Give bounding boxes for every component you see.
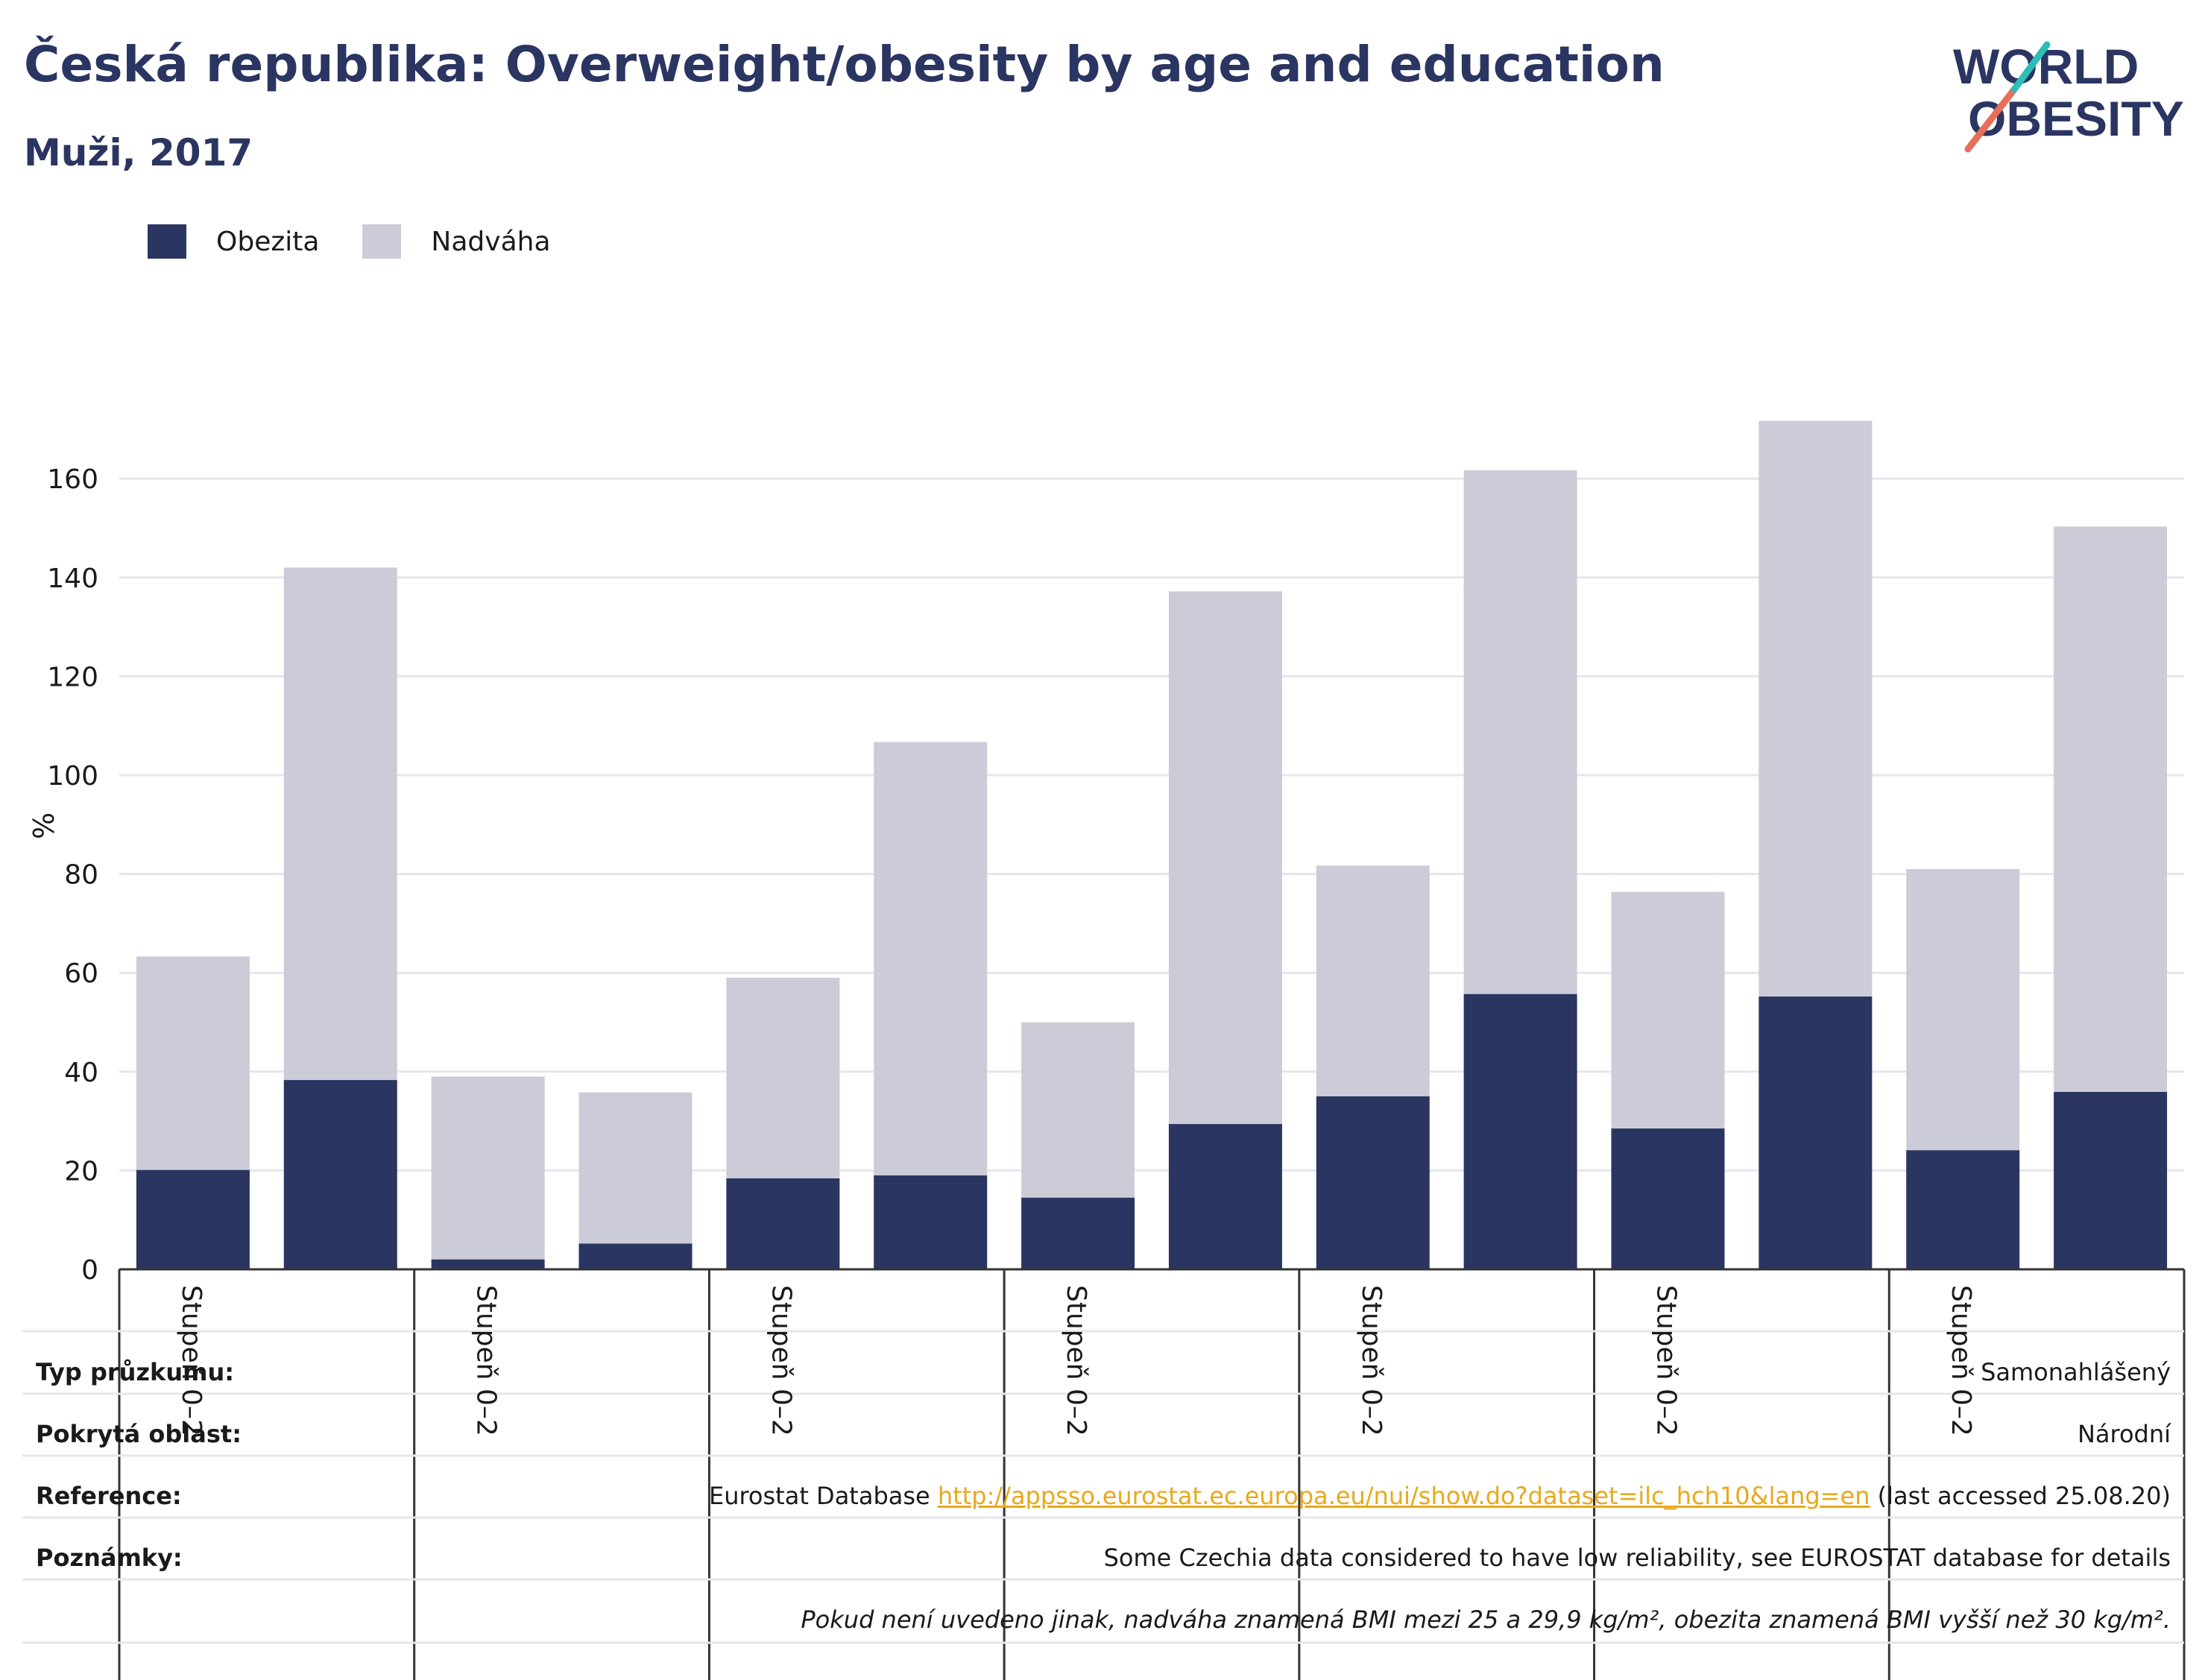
reference-prefix: Eurostat Database — [708, 1482, 938, 1510]
bar-obesity — [1168, 1124, 1282, 1269]
bar-obesity — [578, 1243, 693, 1269]
bar-overweight — [2054, 526, 2168, 1092]
bar-obesity — [874, 1175, 988, 1269]
info-value: Pokud není uvedeno jinak, nadváha znamen… — [801, 1605, 2171, 1634]
info-value: Eurostat Database http://appsso.eurostat… — [709, 1482, 2171, 1510]
info-value: Some Czechia data considered to have low… — [1103, 1544, 2171, 1572]
logo-slash-teal — [2010, 41, 2051, 93]
bar-overweight — [431, 1076, 545, 1260]
bar-overweight — [1906, 868, 2020, 1151]
info-row-survey-type: Typ průzkumu: Samonahlášený — [22, 1342, 2184, 1401]
x-tick-label: Stupeň 0–2 — [1651, 1285, 1682, 1436]
legend-item-obesity[interactable]: Obezita — [148, 224, 319, 259]
legend: Obezita Nadváha — [148, 222, 594, 261]
world-obesity-logo: WORLD OBESITY — [1953, 39, 2184, 153]
info-label: Reference: — [36, 1482, 182, 1510]
bar-obesity — [726, 1178, 840, 1269]
legend-item-overweight[interactable]: Nadváha — [362, 224, 551, 259]
bar-obesity — [1316, 1096, 1430, 1269]
reference-suffix: (last accessed 25.08.20) — [1870, 1482, 2171, 1510]
legend-swatch-overweight — [362, 224, 402, 259]
bar-overweight — [136, 956, 250, 1170]
bar-obesity — [136, 1169, 250, 1269]
x-tick-label: Stupeň 0–2 — [1946, 1285, 1976, 1436]
reference-link[interactable]: http://appsso.eurostat.ec.europa.eu/nui/… — [937, 1482, 1870, 1510]
bar-overweight — [1463, 470, 1577, 994]
legend-swatch-obesity — [148, 224, 186, 259]
chart-title: Česká republika: Overweight/obesity by a… — [24, 36, 1665, 93]
bar-overweight — [1168, 591, 1282, 1125]
x-tick-label: Stupeň 0–2 — [471, 1285, 502, 1436]
info-label: Typ průzkumu: — [36, 1358, 235, 1386]
x-tick-label: Stupeň 0–2 — [176, 1285, 206, 1436]
y-tick-label: 100 — [47, 761, 98, 792]
logo-slash-coral — [1964, 86, 2018, 153]
info-row-notes: Poznámky: Some Czechia data considered t… — [22, 1527, 2184, 1587]
legend-label-obesity: Obezita — [216, 226, 320, 257]
y-axis-label: % — [28, 812, 60, 839]
bar-obesity — [1611, 1128, 1725, 1269]
bar-overweight — [1611, 891, 1725, 1129]
bar-overweight — [1758, 420, 1873, 997]
info-label: Pokrytá oblast: — [36, 1420, 242, 1448]
y-tick-label: 40 — [64, 1058, 98, 1088]
bar-overweight — [874, 742, 988, 1176]
y-tick-label: 20 — [64, 1156, 98, 1187]
y-tick-label: 160 — [47, 464, 98, 495]
y-tick-label: 140 — [47, 563, 98, 594]
bar-obesity — [431, 1259, 545, 1269]
bar-overweight — [726, 977, 840, 1179]
bar-obesity — [1758, 997, 1873, 1269]
x-tick-label: Stupeň 0–2 — [1356, 1285, 1387, 1436]
info-row-reference: Reference: Eurostat Database http://apps… — [22, 1465, 2184, 1525]
y-tick-label: 80 — [64, 860, 98, 891]
bar-obesity — [1021, 1197, 1135, 1269]
bar-overweight — [283, 567, 397, 1081]
bar-obesity — [283, 1080, 397, 1269]
info-label: Poznámky: — [36, 1544, 183, 1572]
bar-overweight — [578, 1092, 693, 1244]
info-row-area: Pokrytá oblast: Národní — [22, 1403, 2184, 1463]
legend-label-overweight: Nadváha — [431, 226, 551, 257]
y-tick-label: 0 — [81, 1255, 98, 1286]
bar-obesity — [2054, 1091, 2168, 1269]
x-tick-label: Stupeň 0–2 — [1061, 1285, 1091, 1436]
y-tick-label: 120 — [47, 662, 98, 692]
x-tick-label: Stupeň 0–2 — [766, 1285, 796, 1436]
bar-obesity — [1463, 994, 1577, 1269]
bar-overweight — [1021, 1022, 1135, 1198]
chart-subtitle: Muži, 2017 — [24, 131, 253, 174]
bar-obesity — [1906, 1150, 2020, 1269]
y-tick-label: 60 — [64, 959, 98, 989]
bar-overweight — [1316, 865, 1430, 1096]
info-row-definition: Pokud není uvedeno jinak, nadváha znamen… — [22, 1589, 2184, 1649]
info-value: Národní — [2077, 1420, 2171, 1448]
info-value: Samonahlášený — [1981, 1358, 2171, 1386]
